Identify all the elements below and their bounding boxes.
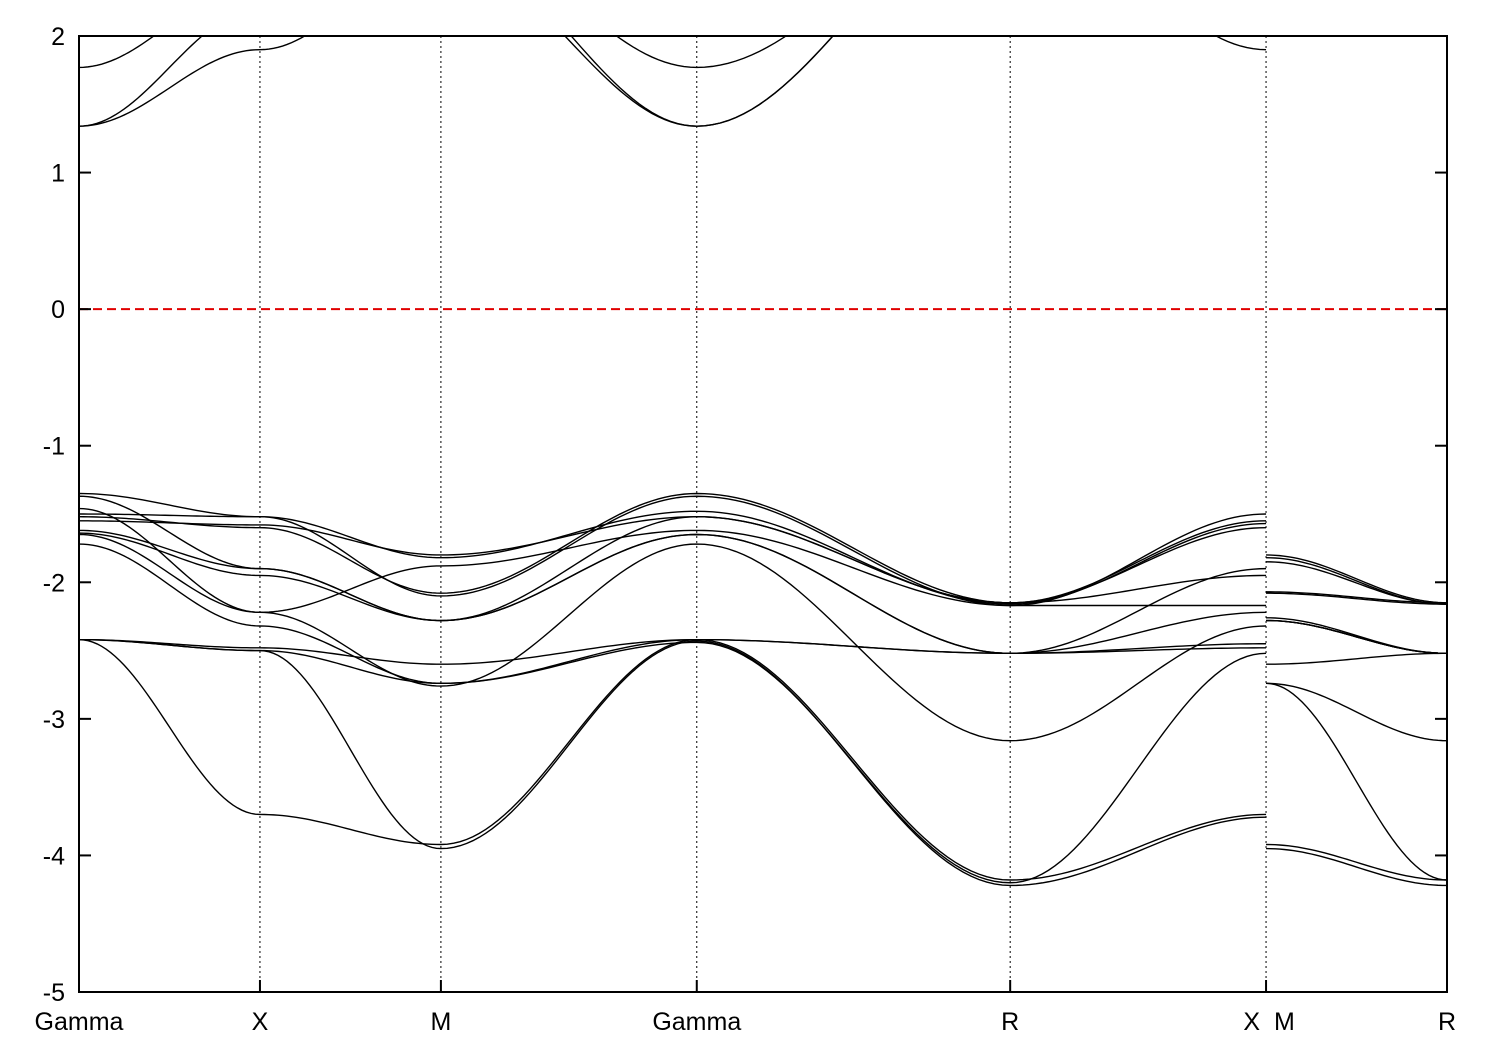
kpoint-label: R bbox=[1438, 1008, 1456, 1036]
band-line bbox=[1266, 652, 1447, 665]
y-tick-label: -3 bbox=[43, 706, 65, 734]
band-line bbox=[1266, 682, 1447, 881]
kpoint-label: R bbox=[1001, 1008, 1019, 1036]
grid-layer bbox=[259, 36, 1267, 992]
band-line bbox=[79, 36, 1267, 69]
band-line bbox=[79, 543, 1267, 884]
band-line bbox=[1266, 617, 1447, 654]
band-line bbox=[1266, 554, 1447, 604]
band-line bbox=[79, 638, 1267, 665]
band-line bbox=[1266, 847, 1447, 887]
kpoint-label: M bbox=[1274, 1008, 1295, 1036]
band-layer bbox=[79, 36, 1447, 887]
kpoint-label: X bbox=[252, 1008, 269, 1036]
kpoint-label: M bbox=[430, 1008, 451, 1036]
y-tick-label: -1 bbox=[43, 433, 65, 461]
band-line bbox=[79, 36, 834, 127]
y-tick-label: -4 bbox=[43, 842, 65, 870]
y-tick-label: 1 bbox=[51, 160, 65, 188]
band-line bbox=[79, 533, 1267, 742]
band-line bbox=[79, 36, 834, 127]
plot-frame bbox=[78, 35, 1448, 993]
band-line bbox=[79, 495, 1267, 622]
band-line bbox=[1266, 561, 1447, 605]
kpoint-label: Gamma bbox=[652, 1008, 741, 1036]
y-tick-label: 2 bbox=[51, 23, 65, 51]
band-line bbox=[79, 507, 1267, 614]
tick-layer bbox=[79, 35, 1447, 993]
band-line bbox=[79, 516, 1267, 604]
y-tick-label: -2 bbox=[43, 569, 65, 597]
band-line bbox=[1266, 843, 1447, 881]
band-line bbox=[1266, 591, 1447, 604]
band-line bbox=[79, 492, 1267, 604]
band-line bbox=[79, 638, 1267, 887]
kpoint-label: X bbox=[1243, 1008, 1260, 1036]
band-line bbox=[1266, 619, 1447, 654]
band-line bbox=[1266, 682, 1447, 742]
y-tick-label: 0 bbox=[51, 296, 65, 324]
band-line bbox=[79, 638, 1267, 881]
y-tick-label: -5 bbox=[43, 979, 65, 1007]
kpoint-label: Gamma bbox=[35, 1008, 124, 1036]
band-line bbox=[1266, 592, 1447, 605]
band-line bbox=[79, 529, 1267, 655]
band-line bbox=[79, 492, 1267, 607]
